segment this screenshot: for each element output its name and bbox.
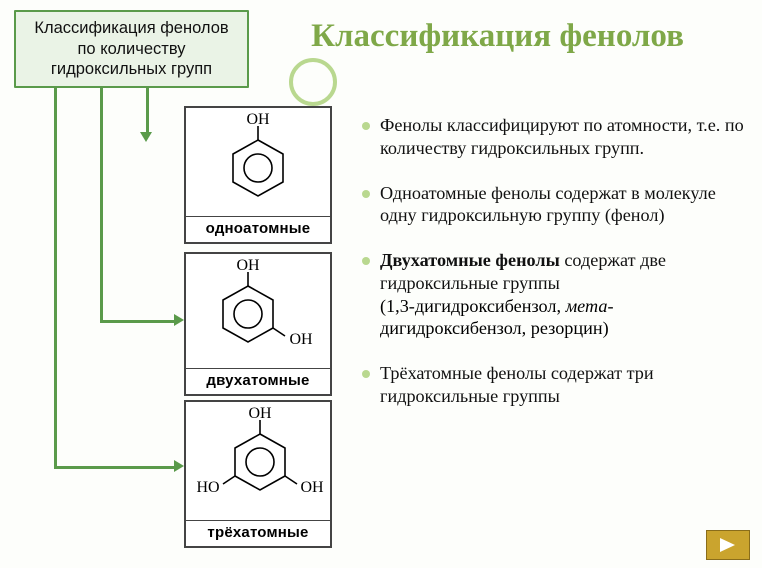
- mol-box-tri: OH OH HO трёхатомные: [184, 400, 332, 548]
- svg-text:OH: OH: [289, 331, 313, 348]
- bullet-item: Одноатомные фенолы содержат в молекуле о…: [362, 182, 744, 228]
- top-row: Классификация фенолов по количеству гидр…: [14, 10, 746, 88]
- stem-2: [100, 86, 103, 320]
- bullet-item: Трёхатомные фенолы содержат три гидрокси…: [362, 362, 744, 408]
- title-area: Классификация фенолов: [249, 10, 746, 56]
- bullet-text: Трёхатомные фенолы содержат три гидрокси…: [380, 362, 744, 408]
- bullet-item: Двухатомные фенолы содержат две гидрокси…: [362, 249, 744, 295]
- phenol-mono-icon: OH: [203, 112, 313, 214]
- phenol-di-icon: OH OH: [193, 258, 323, 366]
- mol-label-mono: одноатомные: [186, 216, 330, 242]
- stem-3: [54, 86, 57, 466]
- bullet-dot-icon: [362, 122, 370, 130]
- play-icon: [717, 536, 739, 554]
- branch-2: [100, 320, 174, 323]
- slide: Классификация фенолов по количеству гидр…: [0, 0, 762, 568]
- bullet-dot-icon: [362, 370, 370, 378]
- arrow-1: [140, 132, 152, 142]
- svg-text:OH: OH: [246, 112, 270, 128]
- slide-title: Классификация фенолов: [311, 18, 684, 56]
- bullet-group: Двухатомные фенолы содержат две гидрокси…: [362, 249, 744, 340]
- svg-text:HO: HO: [196, 479, 219, 496]
- svg-text:OH: OH: [300, 479, 324, 496]
- bullet-subtext: (1,3-дигидроксибензол, мета-дигидроксибе…: [380, 295, 744, 341]
- mol-label-tri: трёхатомные: [186, 520, 330, 546]
- arrow-3: [174, 460, 184, 472]
- mol-box-di: OH OH двухатомные: [184, 252, 332, 396]
- phenol-tri-icon: OH OH HO: [186, 406, 334, 518]
- bullet-text: Фенолы классифицируют по атомности, т.е.…: [380, 114, 744, 160]
- arrow-2: [174, 314, 184, 326]
- bullet-dot-icon: [362, 190, 370, 198]
- bullet-dot-icon: [362, 257, 370, 265]
- bullet-text: Двухатомные фенолы содержат две гидрокси…: [380, 249, 744, 295]
- bullet-list: Фенолы классифицируют по атомности, т.е.…: [362, 114, 744, 408]
- bullet-item: Фенолы классифицируют по атомности, т.е.…: [362, 114, 744, 160]
- next-slide-button[interactable]: [706, 530, 750, 560]
- svg-text:OH: OH: [248, 406, 272, 422]
- bullet-text: Одноатомные фенолы содержат в молекуле о…: [380, 182, 744, 228]
- mol-box-mono: OH одноатомные: [184, 106, 332, 244]
- classification-diagram: OH одноатомные OH OH двухатомные: [14, 86, 344, 556]
- stem-1: [146, 86, 149, 132]
- mol-label-di: двухатомные: [186, 368, 330, 394]
- svg-text:OH: OH: [236, 258, 260, 274]
- branch-3: [54, 466, 174, 469]
- diagram-root-box: Классификация фенолов по количеству гидр…: [14, 10, 249, 88]
